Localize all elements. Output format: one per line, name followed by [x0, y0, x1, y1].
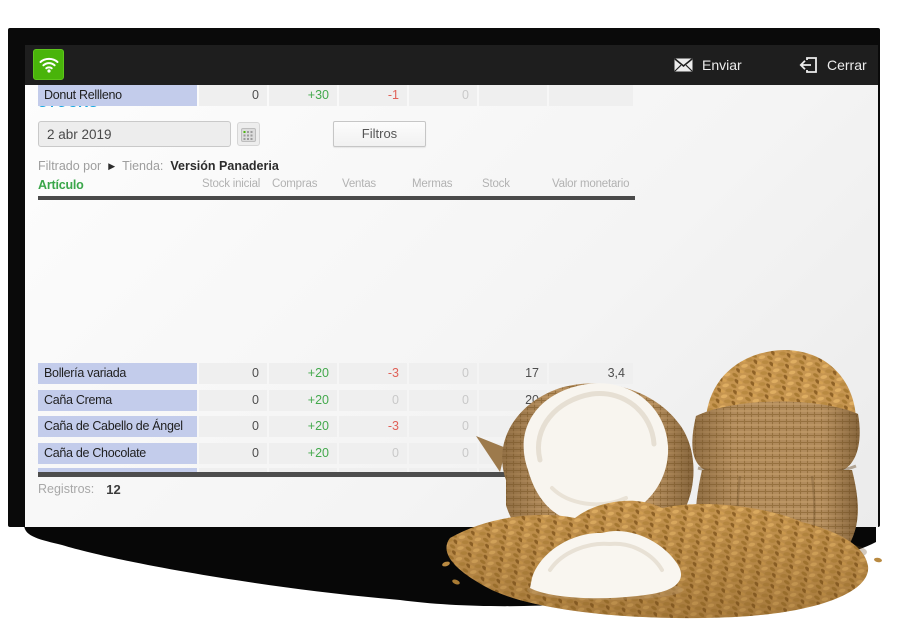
table-scrollbar[interactable]: [38, 472, 635, 477]
mermas-cell: 0: [409, 416, 477, 437]
col-valor-monetario: Valor monetario: [552, 178, 630, 190]
close-button[interactable]: Cerrar: [799, 45, 867, 85]
ventas-cell: -1: [339, 85, 407, 106]
wifi-icon: [39, 57, 58, 73]
compras-cell: +20: [269, 363, 337, 384]
article-cell: Bollería variada: [38, 363, 197, 384]
logout-icon: [799, 57, 817, 73]
stock-inicial-cell: 0: [199, 390, 267, 411]
mermas-cell: 0: [409, 363, 477, 384]
stock-inicial-cell: 0: [199, 443, 267, 464]
content-panel: STOCKS Filtros Filtrado por ▶ Tienda: Ve…: [25, 85, 878, 527]
triangle-right-icon: ▶: [108, 160, 116, 171]
ventas-cell: -3: [339, 363, 407, 384]
col-stock: Stock: [482, 178, 510, 190]
article-cell: Caña de Chocolate: [38, 443, 197, 464]
record-count: Registros: 12: [38, 482, 121, 497]
col-mermas: Mermas: [412, 178, 453, 190]
titlebar: Enviar Cerrar: [25, 45, 878, 85]
record-count-value: 12: [106, 482, 121, 497]
date-input[interactable]: [38, 121, 231, 147]
filters-button[interactable]: Filtros: [333, 121, 426, 147]
valor-cell: [549, 85, 633, 106]
col-articulo: Artículo: [38, 178, 84, 192]
filter-value: Versión Panaderia: [170, 159, 279, 173]
stock-inicial-cell: 0: [199, 363, 267, 384]
close-label: Cerrar: [827, 57, 867, 73]
col-stock-inicial: Stock inicial: [202, 178, 261, 190]
calendar-button[interactable]: [237, 122, 260, 146]
compras-cell: +20: [269, 390, 337, 411]
filter-field: Tienda:: [122, 159, 164, 173]
send-label: Enviar: [702, 57, 742, 73]
table-row[interactable]: Caña Crema 0 +20 0 0 20 4: [38, 390, 635, 411]
stock-cell: 20: [479, 390, 547, 411]
compras-cell: +20: [269, 443, 337, 464]
table-row[interactable]: Caña de Cabello de Ángel 0 +20 -3 0 17 1…: [38, 416, 635, 437]
article-cell: Caña de Cabello de Ángel: [38, 416, 197, 437]
table-row[interactable]: Caña de Chocolate 0 +20 0 0 20 4: [38, 443, 635, 464]
mermas-cell: 0: [409, 85, 477, 106]
valor-cell: 4: [549, 443, 633, 464]
app-logo: [33, 49, 64, 80]
ventas-cell: 0: [339, 390, 407, 411]
table-row[interactable]: Donut Rellleno 0 +30 -1 0: [38, 85, 635, 106]
valor-cell: 3,4: [549, 363, 633, 384]
stock-cell: [479, 85, 547, 106]
calendar-icon: [241, 127, 256, 142]
compras-cell: +30: [269, 85, 337, 106]
flour-pile: [527, 530, 683, 600]
record-count-label: Registros:: [38, 482, 95, 496]
compras-cell: +20: [269, 416, 337, 437]
header-separator: [38, 196, 635, 200]
table-row[interactable]: Bollería variada 0 +20 -3 0 17 3,4: [38, 363, 635, 384]
stock-cell: 17: [479, 416, 547, 437]
mermas-cell: 0: [409, 390, 477, 411]
ventas-cell: 0: [339, 443, 407, 464]
article-cell: Caña Crema: [38, 390, 197, 411]
filter-bar: Filtrado por ▶ Tienda: Versión Panaderia: [38, 159, 279, 173]
ventas-cell: -3: [339, 416, 407, 437]
stock-inicial-cell: 0: [199, 85, 267, 106]
filter-prefix: Filtrado por: [38, 159, 102, 173]
valor-cell: 1,7: [549, 416, 633, 437]
stock-inicial-cell: 0: [199, 416, 267, 437]
col-compras: Compras: [272, 178, 318, 190]
mermas-cell: 0: [409, 443, 477, 464]
envelope-icon: [674, 58, 693, 72]
col-ventas: Ventas: [342, 178, 376, 190]
table-header: Artículo Stock inicial Compras Ventas Me…: [38, 178, 635, 192]
stock-cell: 20: [479, 443, 547, 464]
article-cell: Donut Rellleno: [38, 85, 197, 106]
stock-cell: 17: [479, 363, 547, 384]
valor-cell: 4: [549, 390, 633, 411]
send-button[interactable]: Enviar: [674, 45, 742, 85]
